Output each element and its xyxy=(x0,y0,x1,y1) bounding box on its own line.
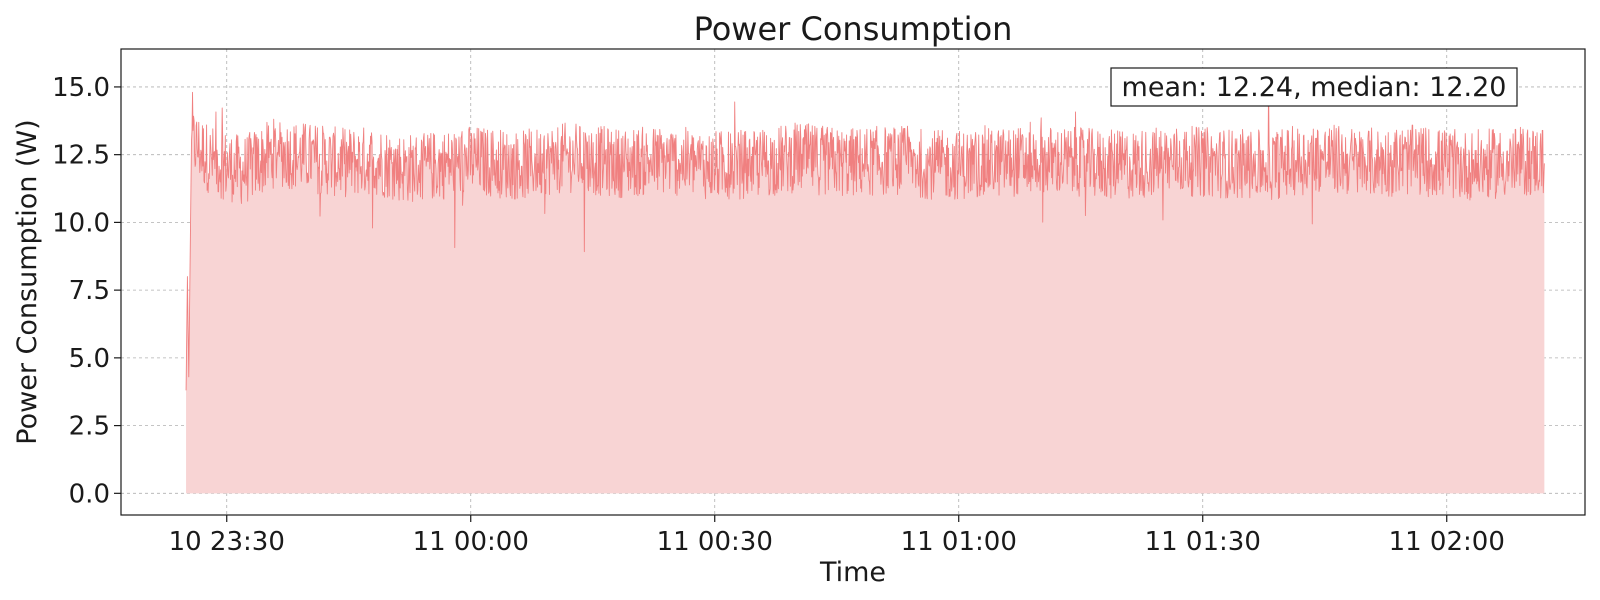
y-axis: 0.0 2.5 5.0 7.5 10.0 12.5 15.0 xyxy=(52,73,121,509)
y-tick-label: 10.0 xyxy=(52,208,110,238)
stats-annotation-box xyxy=(1110,67,1518,107)
y-tick-label: 2.5 xyxy=(69,412,110,442)
x-tick-label: 11 00:30 xyxy=(657,527,773,557)
stats-annotation: mean: 12.24, median: 12.20 xyxy=(1110,67,1518,107)
y-tick-label: 7.5 xyxy=(69,276,110,306)
x-axis-label: Time xyxy=(819,557,886,588)
x-tick-label: 11 01:30 xyxy=(1145,527,1261,557)
chart-title: Power Consumption xyxy=(694,10,1013,48)
x-tick-label: 10 23:30 xyxy=(169,527,285,557)
plot-frame xyxy=(120,48,1586,516)
x-tick-label: 11 02:00 xyxy=(1389,527,1505,557)
y-tick-label: 5.0 xyxy=(69,344,110,374)
x-tick-label: 11 00:00 xyxy=(413,527,529,557)
x-axis: 10 23:30 11 00:00 11 00:30 11 01:00 11 01:30… xyxy=(169,515,1505,557)
stats-annotation-text: mean: 12.24, median: 12.20 xyxy=(1122,72,1507,103)
y-tick-label: 12.5 xyxy=(52,141,110,171)
y-tick-label: 0.0 xyxy=(69,479,110,509)
series-layer xyxy=(185,82,1545,494)
y-axis-label: Power Consumption (W) xyxy=(12,119,43,444)
power-series-line xyxy=(185,82,1545,391)
y-tick-label: 15.0 xyxy=(52,73,110,103)
x-tick-label: 11 01:00 xyxy=(901,527,1017,557)
